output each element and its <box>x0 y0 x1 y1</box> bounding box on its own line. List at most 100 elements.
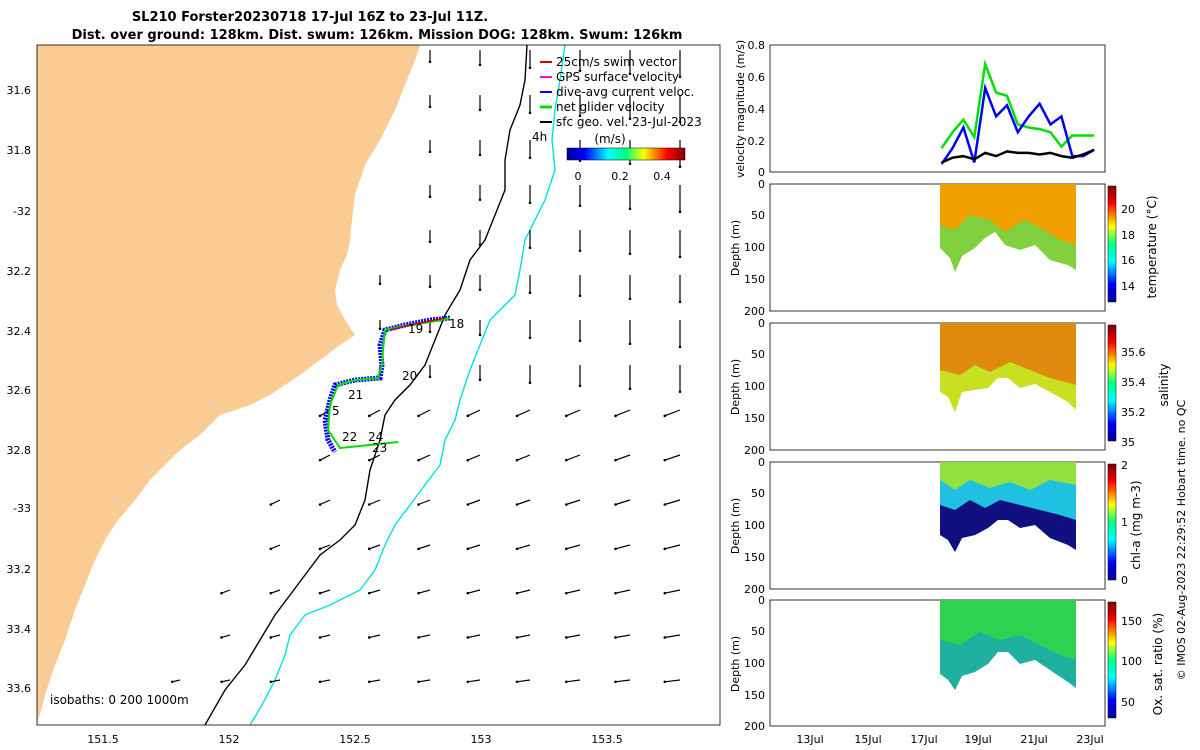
current-arrow-head <box>663 547 667 551</box>
current-arrow <box>615 589 631 594</box>
map-colorbar-tick-1: 0.2 <box>611 170 629 183</box>
velocity-ylabel: velocity magnitude (m/s) <box>734 40 747 178</box>
temperature-section-deep <box>940 215 1076 272</box>
current-arrow <box>566 499 581 506</box>
vel-ytick-1: 0.2 <box>748 135 766 148</box>
current-arrow-head <box>378 327 382 331</box>
current-arrow-head <box>565 458 568 462</box>
current-arrow-head <box>663 636 667 639</box>
temp-cb-tick-0: 14 <box>1121 280 1135 293</box>
current-arrow-head <box>220 680 223 684</box>
map-colorbar-tick-0: 0 <box>575 170 582 183</box>
day-label-21: 21 <box>348 388 363 402</box>
current-arrow-head <box>565 680 568 684</box>
current-arrow <box>664 679 681 683</box>
current-arrow <box>418 409 431 417</box>
current-arrow-head <box>515 414 519 418</box>
current-arrow <box>664 589 681 594</box>
oxygen-colorbar <box>1107 601 1117 719</box>
map-panel: 18 19 20 21 22 23 24 5 4h isobaths: 0 20… <box>7 44 721 746</box>
current-arrow <box>566 454 581 461</box>
sal-ytick-1: 50 <box>751 348 765 361</box>
current-arrow-head <box>368 636 371 639</box>
current-arrow-head <box>466 414 470 418</box>
current-arrow-head <box>515 503 519 506</box>
current-arrow <box>221 634 231 639</box>
land-mass <box>37 45 420 725</box>
current-arrow-head <box>478 333 482 337</box>
lon-tick-2: 152.5 <box>339 733 371 746</box>
current-arrow-head <box>614 414 617 418</box>
current-arrow-head <box>269 547 273 551</box>
current-arrow-head <box>318 547 322 551</box>
current-arrow-head <box>368 503 371 506</box>
current-arrow <box>516 679 531 683</box>
current-arrow <box>418 454 431 461</box>
temp-ytick-1: 50 <box>751 209 765 222</box>
current-arrow-head <box>565 414 568 418</box>
current-arrow-head <box>614 680 617 684</box>
temperature-section <box>940 184 1076 272</box>
chla-section-deep <box>940 500 1076 552</box>
sal-ytick-3: 150 <box>744 412 765 425</box>
temperature-colorbar <box>1107 185 1117 303</box>
current-arrow-head <box>678 345 682 349</box>
current-arrow <box>172 679 181 683</box>
lat-tick-8: 33.2 <box>7 563 32 576</box>
temp-cb-tick-3: 20 <box>1121 203 1135 216</box>
current-arrow <box>615 679 631 683</box>
current-arrow <box>615 634 631 639</box>
current-arrow-head <box>515 458 519 462</box>
current-arrow <box>369 409 381 417</box>
current-arrow-head <box>428 375 432 379</box>
current-arrow-head <box>663 591 667 595</box>
current-arrow-head <box>528 336 532 340</box>
current-arrow-head <box>628 162 632 166</box>
current-arrow-head <box>318 591 322 595</box>
current-arrow-head <box>528 66 532 70</box>
current-arrow <box>566 409 581 417</box>
chla-ytick-3: 150 <box>744 551 765 564</box>
ox-ytick-2: 100 <box>744 657 765 670</box>
day-label-23: 23 <box>372 441 387 455</box>
temp-cb-tick-2: 18 <box>1121 229 1135 242</box>
lon-tick-4: 153.5 <box>591 733 623 746</box>
current-arrow <box>418 499 431 506</box>
current-arrow <box>566 679 581 683</box>
lat-tick-5: 32.6 <box>7 384 32 397</box>
time-tick-17jul: 17Jul <box>910 733 937 746</box>
current-arrow <box>369 679 381 683</box>
current-arrow <box>615 499 631 506</box>
current-arrow-head <box>417 503 420 506</box>
current-arrow-head <box>318 636 322 639</box>
current-arrow <box>615 544 631 550</box>
salinity-section-deep <box>940 362 1076 412</box>
ox-cb-tick-0: 50 <box>1121 696 1135 709</box>
current-arrow-head <box>565 503 568 506</box>
current-arrow <box>270 499 281 506</box>
vel-ytick-2: 0.4 <box>748 103 766 116</box>
current-arrow-head <box>428 105 432 109</box>
day-label-24: 24 <box>368 430 383 444</box>
current-arrow-head <box>628 252 632 256</box>
current-arrow-head <box>417 591 420 595</box>
current-arrow-head <box>578 204 582 208</box>
current-arrow-head <box>578 69 582 73</box>
current-arrow-head <box>515 680 519 684</box>
time-tick-13jul: 13Jul <box>796 733 823 746</box>
current-arrow <box>270 634 281 639</box>
current-arrow-head <box>614 458 617 462</box>
title-line-2: Dist. over ground: 128km. Dist. swum: 12… <box>72 28 683 43</box>
current-arrow-head <box>678 300 682 304</box>
current-arrow <box>319 589 331 594</box>
current-arrow-head <box>628 207 632 211</box>
current-arrow <box>270 589 281 594</box>
current-arrow <box>319 499 331 506</box>
current-arrow <box>418 634 431 639</box>
current-arrow <box>516 499 531 506</box>
current-arrow-head <box>663 414 667 418</box>
chla-ytick-2: 100 <box>744 519 765 532</box>
current-arrow-head <box>368 680 371 684</box>
salinity-panel: 35 35.2 35.4 35.6 salinity 0 50 100 150 … <box>729 317 1171 457</box>
current-arrow <box>418 679 431 683</box>
